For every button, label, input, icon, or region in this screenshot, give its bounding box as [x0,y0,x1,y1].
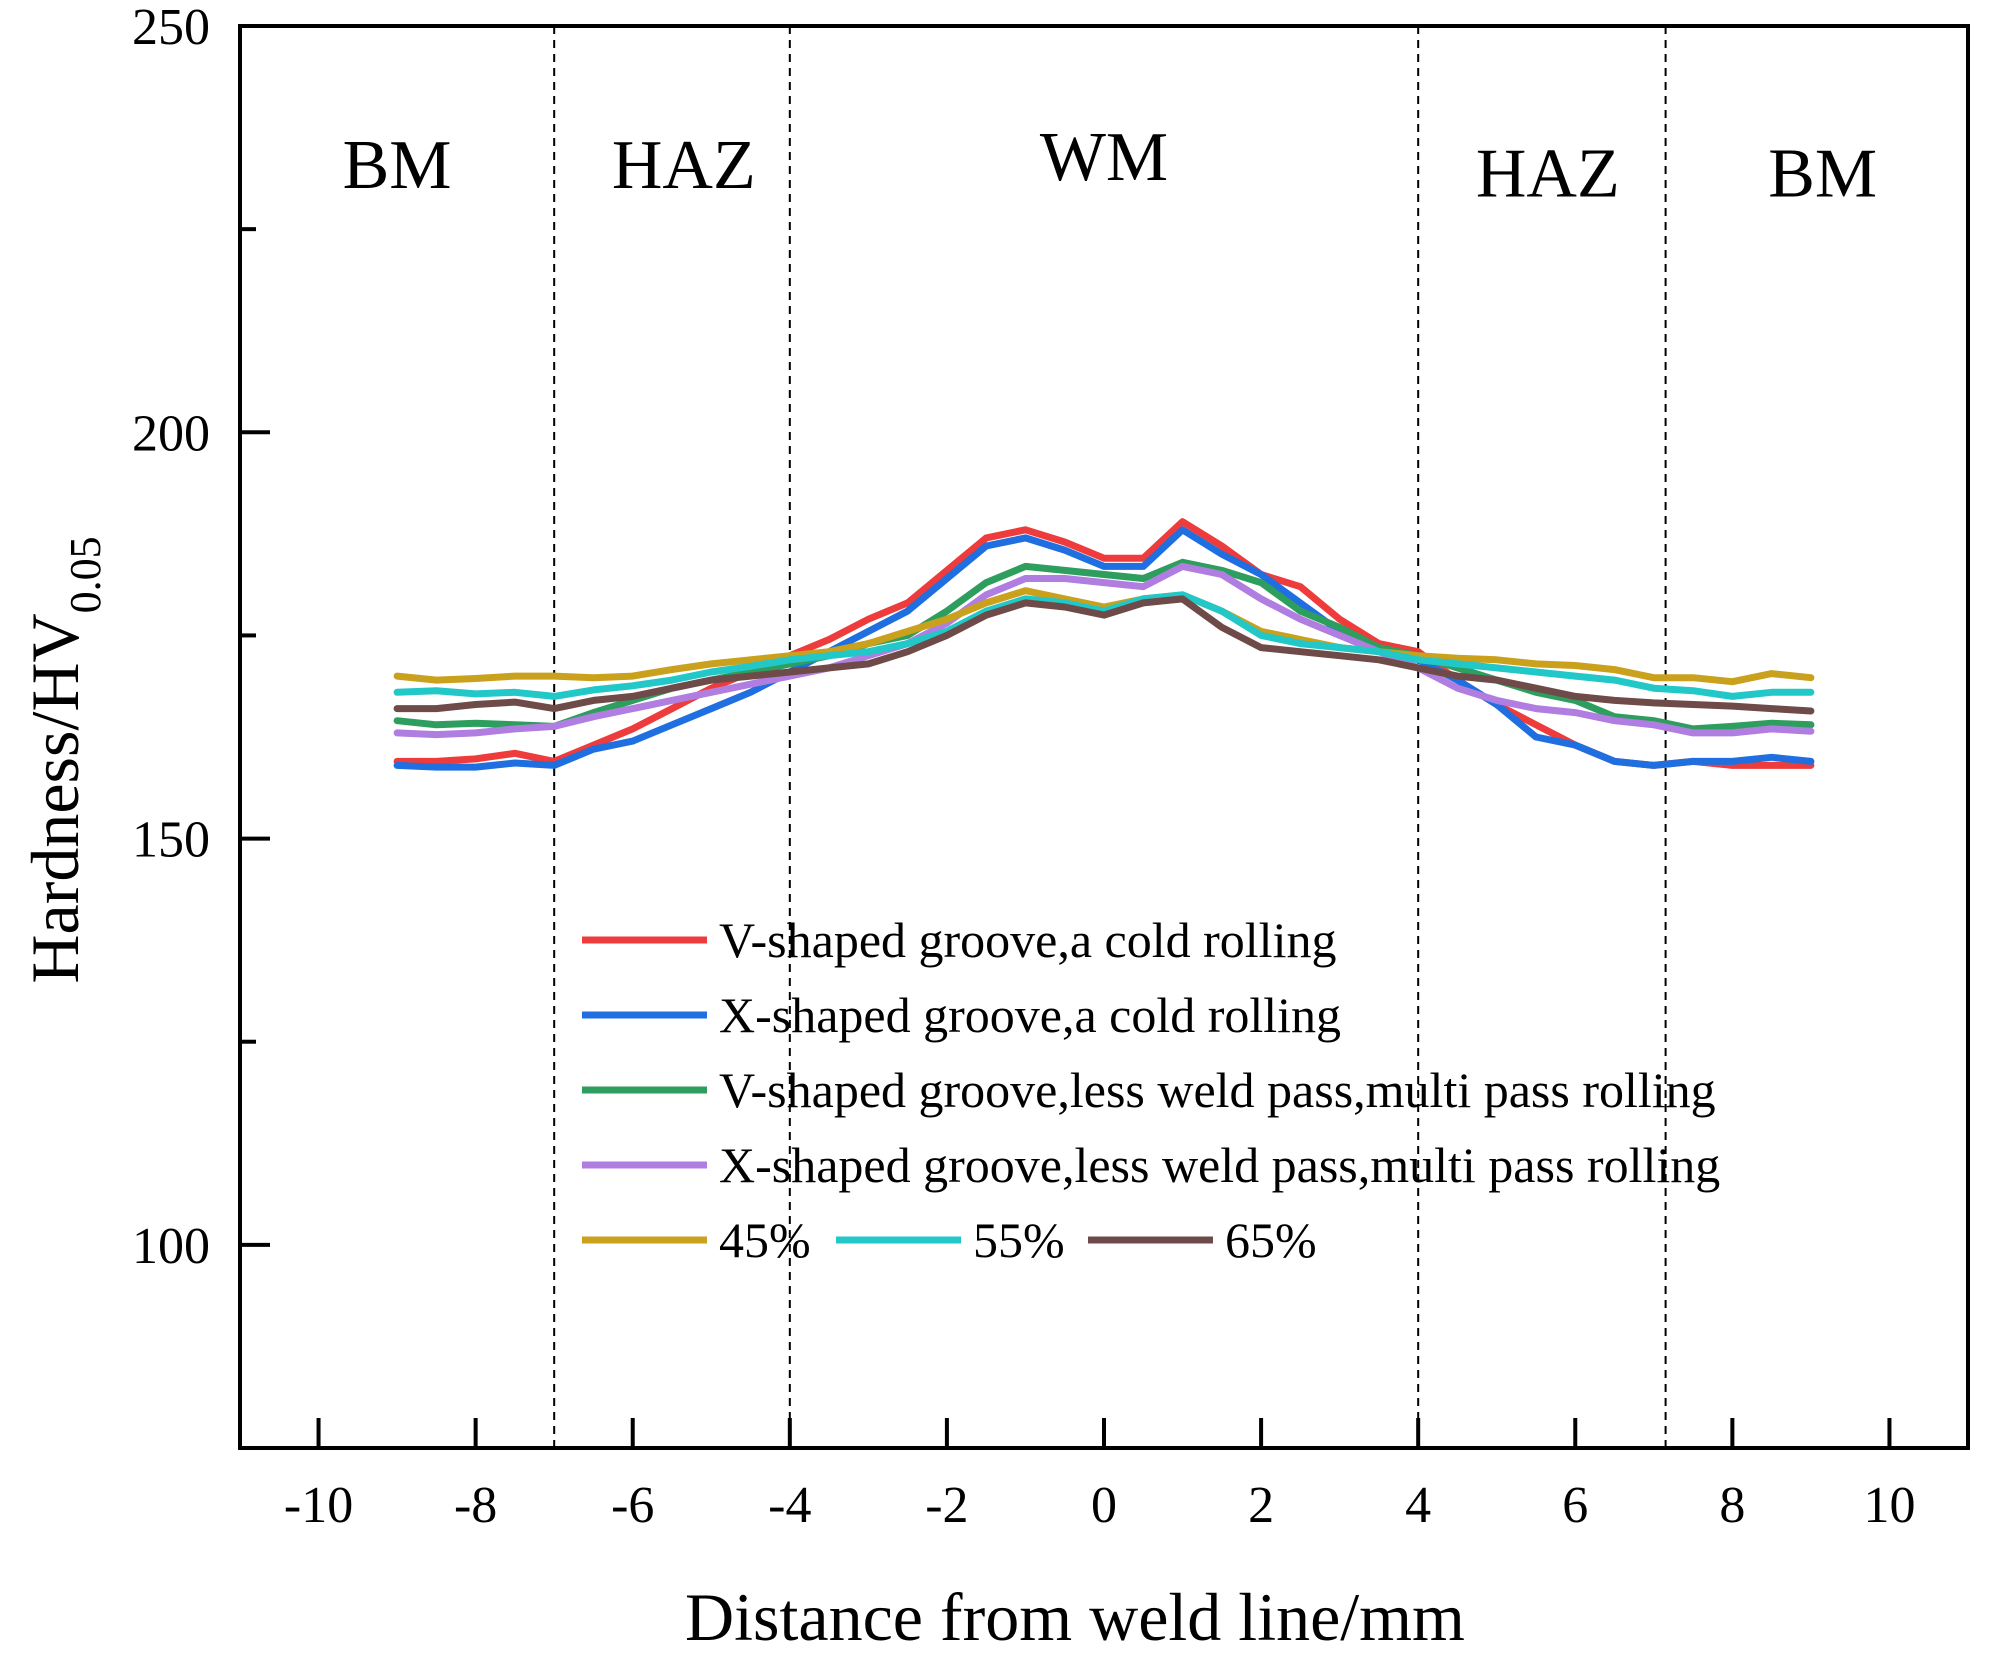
x-tick-label: -6 [611,1477,654,1534]
region-label: HAZ [1476,135,1620,212]
x-tick-label: 2 [1248,1477,1274,1534]
svg-text:Hardness/HV0.05: Hardness/HV0.05 [17,536,110,983]
y-axis-title: Hardness/HV0.05 [17,536,110,983]
series-line [393,562,1815,739]
axis-tick-labels: -10 -8 -6 -4 -2 0 2 4 6 8 10 100 150 200 250 [132,0,1915,1534]
region-label: BM [1768,135,1877,212]
x-tick-label: 0 [1091,1477,1117,1534]
series-line [393,558,1815,733]
legend-label: V-shaped groove,less weld pass,multi pas… [719,1062,1716,1118]
legend-label: V-shaped groove,a cold rolling [719,912,1336,968]
axis-ticks [240,24,1892,1448]
y-tick-label: 250 [132,0,210,56]
x-tick-label: 6 [1562,1477,1588,1534]
series-lines [393,518,1815,771]
x-tick-label: 10 [1863,1477,1915,1534]
legend: V-shaped groove,a cold rolling X-shaped g… [582,912,1720,1268]
y-axis-title-subscript: 0.05 [61,536,110,613]
plot-frame [238,24,1970,1450]
legend-label: 65% [1225,1212,1317,1268]
x-axis-title: Distance from weld line/mm [685,1579,1465,1655]
series-line [393,587,1815,686]
region-label: HAZ [612,127,756,204]
x-tick-label: 8 [1719,1477,1745,1534]
x-tick-label: -10 [284,1477,353,1534]
y-tick-label: 100 [132,1218,210,1275]
y-tick-label: 150 [132,812,210,869]
x-tick-label: -2 [925,1477,968,1534]
legend-label: X-shaped groove,less weld pass,multi pas… [719,1137,1720,1193]
region-label: BM [343,127,452,204]
y-axis-title-main: Hardness/HV [17,613,93,983]
region-labels: BM HAZ WM HAZ BM [343,119,1878,212]
x-tick-label: -4 [768,1477,811,1534]
series-line [393,591,1815,700]
series-line [393,595,1815,715]
x-tick-label: -8 [454,1477,497,1534]
legend-label: X-shaped groove,a cold rolling [719,987,1341,1043]
legend-label: 55% [973,1212,1065,1268]
series-line [393,518,1815,769]
region-label: WM [1040,119,1168,196]
series-line [393,526,1815,771]
legend-label: 45% [719,1212,811,1268]
y-tick-label: 200 [132,405,210,462]
x-tick-label: 4 [1405,1477,1431,1534]
